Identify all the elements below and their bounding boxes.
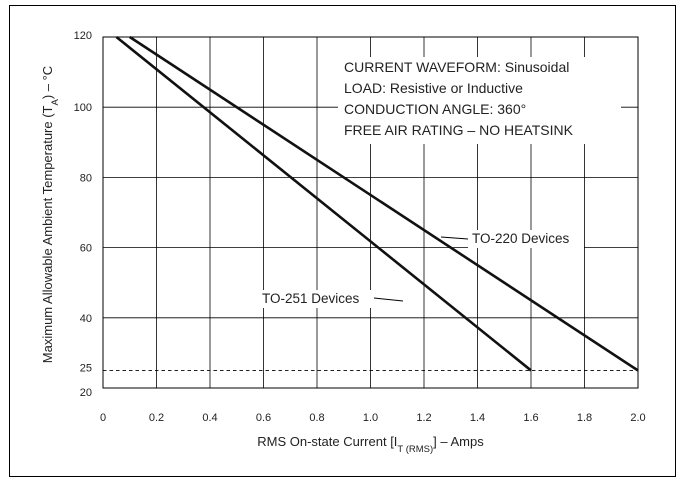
x-tick-label: 0: [100, 412, 106, 424]
series-label-to-251-devices: TO-251 Devices: [262, 291, 360, 306]
x-tick-label: 0.4: [202, 412, 217, 424]
y-tick-label: 20: [80, 387, 92, 399]
series-line-to-251-devices: [115, 35, 532, 372]
leader-layer: [373, 236, 469, 302]
temperature-derating-chart: 0 0.2 0.4 0.6 0.8 1.0 1.2 1.4 1.6 1.8 2.0 20 25 40 60 8…: [40, 30, 646, 455]
y-axis-label: Maximum Allowable Ambient Temperature (T…: [40, 66, 61, 363]
x-tick-label: 0.8: [309, 412, 324, 424]
x-axis-label-main: RMS On-state Current [I: [257, 434, 397, 449]
y-tick-label: 25: [80, 362, 92, 374]
series-label-to-220-devices: TO-220 Devices: [472, 231, 570, 246]
y-tick-label: 60: [80, 243, 92, 255]
series-labels: TO-251 Devices TO-220 Devices: [258, 230, 584, 308]
x-axis-label-tail: ] – Amps: [433, 434, 484, 449]
annotation-line: LOAD: Resistive or Inductive: [344, 80, 523, 96]
x-tick-label: 0.2: [149, 412, 164, 424]
x-tick-label: 2.0: [630, 412, 645, 424]
leader-line-to-220-devices: [440, 236, 469, 240]
series-label-bg-to-251-devices: [258, 290, 372, 308]
annotation-line: CURRENT WAVEFORM: Sinusoidal: [344, 59, 569, 75]
annotation-block: CURRENT WAVEFORM: Sinusoidal LOAD: Resist…: [344, 59, 574, 138]
y-tick-label: 80: [80, 172, 92, 184]
annotation-box: [338, 57, 621, 144]
x-axis-label-sub: T (RMS): [397, 444, 433, 455]
chart-frame: 0 0.2 0.4 0.6 0.8 1.0 1.2 1.4 1.6 1.8 2.0 20 25 40 60 8…: [9, 5, 676, 477]
series-label-bg-to-220-devices: [468, 230, 584, 248]
annotation-line: FREE AIR RATING – NO HEATSINK: [344, 122, 574, 138]
x-tick-label: 1.2: [416, 412, 431, 424]
x-tick-label: 1.0: [363, 412, 378, 424]
y-axis-label-sub: A: [50, 99, 61, 106]
x-tick-label: 1.4: [470, 412, 485, 424]
x-axis-label: RMS On-state Current [IT (RMS)] – Amps: [257, 434, 484, 455]
y-tick-label: 40: [80, 313, 92, 325]
x-tick-label: 0.6: [256, 412, 271, 424]
annotation-line: CONDUCTION ANGLE: 360°: [344, 101, 526, 117]
y-tick-label: 120: [74, 30, 92, 42]
leader-line-to-251-devices: [373, 297, 404, 302]
series-layer: [115, 35, 639, 372]
x-tick-label: 1.8: [577, 412, 592, 424]
y-axis-label-tail: ) – °C: [40, 66, 55, 99]
y-axis-label-main: Maximum Allowable Ambient Temperature (T: [40, 105, 55, 363]
y-tick-label: 100: [74, 102, 92, 114]
series-line-to-220-devices: [129, 35, 639, 372]
x-tick-label: 1.6: [523, 412, 538, 424]
tick-labels: 0 0.2 0.4 0.6 0.8 1.0 1.2 1.4 1.6 1.8 2.0 20 25 40 60 8…: [74, 30, 646, 424]
